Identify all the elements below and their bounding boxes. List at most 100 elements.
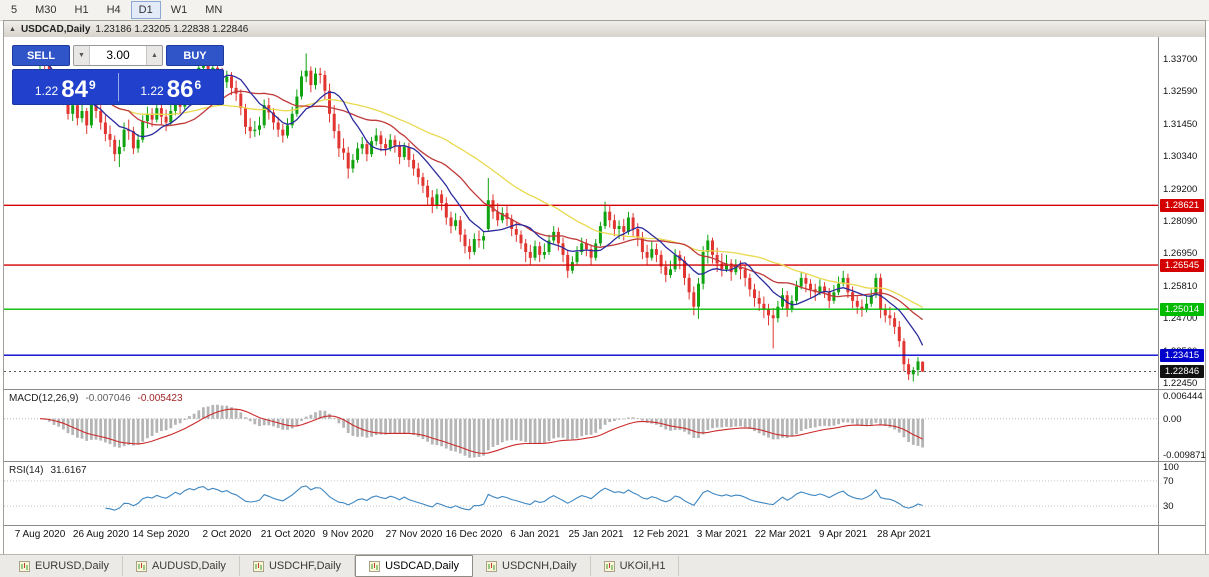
chart-icon bbox=[603, 560, 615, 572]
timeframe-button-mn[interactable]: MN bbox=[197, 1, 230, 19]
timeframe-button-5[interactable]: 5 bbox=[3, 1, 25, 19]
price-axis-label: 1.29200 bbox=[1163, 183, 1198, 195]
chart-tab-label: USDCHF,Daily bbox=[268, 560, 342, 572]
timeframe-button-d1[interactable]: D1 bbox=[130, 1, 161, 19]
chart-window: ▲ USDCAD,Daily 1.23186 1.23205 1.22838 1… bbox=[3, 20, 1206, 555]
buy-price-big: 86 bbox=[166, 76, 194, 103]
macd-value-main: -0.007046 bbox=[85, 393, 131, 404]
pane-separator[interactable] bbox=[4, 525, 1205, 526]
pane-separator[interactable] bbox=[4, 461, 1205, 462]
price-axis-label: 1.26950 bbox=[1163, 248, 1198, 260]
chart-tab-ukoil[interactable]: UKOil,H1 bbox=[591, 556, 680, 576]
date-label: 27 Nov 2020 bbox=[385, 529, 443, 540]
timeframe-button-h1[interactable]: H1 bbox=[67, 1, 97, 19]
rsi-axis-label: 100 bbox=[1163, 462, 1179, 473]
macd-axis-label: -0.009871 bbox=[1163, 450, 1206, 461]
date-label: 3 Mar 2021 bbox=[696, 529, 748, 540]
date-label: 12 Feb 2021 bbox=[632, 529, 690, 540]
macd-pane[interactable] bbox=[4, 390, 1159, 461]
chart-tab-bar: EURUSD,Daily AUDUSD,Daily USDCHF,Daily USDC… bbox=[0, 554, 1209, 577]
chart-tab-label: USDCNH,Daily bbox=[502, 560, 577, 572]
price-axis[interactable]: 1.33700 1.32590 1.31450 1.30340 1.29200 1.280… bbox=[1158, 37, 1206, 554]
one-click-trading-panel: SELL ▼ 3.00 ▲ BUY 1.22 84 9 1.22 86 6 bbox=[12, 45, 224, 105]
date-label: 25 Jan 2021 bbox=[568, 529, 624, 540]
pane-separator[interactable] bbox=[4, 389, 1205, 390]
price-line-tag: 1.22846 bbox=[1160, 365, 1204, 379]
chart-tab-eurusd[interactable]: EURUSD,Daily bbox=[6, 556, 123, 576]
chart-tab-audusd[interactable]: AUDUSD,Daily bbox=[123, 556, 240, 576]
chart-title-bar[interactable]: ▲ USDCAD,Daily 1.23186 1.23205 1.22838 1… bbox=[4, 21, 1205, 38]
macd-axis-label: 0.00 bbox=[1163, 413, 1182, 425]
buy-price-prefix: 1.22 bbox=[140, 84, 164, 98]
chart-icon bbox=[135, 560, 147, 572]
date-label: 28 Apr 2021 bbox=[877, 529, 931, 540]
price-axis-label: 1.28090 bbox=[1163, 215, 1198, 227]
date-label: 2 Oct 2020 bbox=[202, 529, 252, 540]
sell-price-big: 84 bbox=[61, 76, 88, 103]
price-line-tag: 1.28621 bbox=[1160, 198, 1204, 212]
quote-panel: 1.22 84 9 1.22 86 6 bbox=[12, 69, 224, 105]
date-axis[interactable]: 7 Aug 2020 26 Aug 2020 14 Sep 2020 2 Oct 20… bbox=[4, 526, 1159, 544]
chart-tab-label: USDCAD,Daily bbox=[385, 560, 460, 572]
rsi-pane[interactable] bbox=[4, 462, 1159, 525]
price-line-tag: 1.26545 bbox=[1160, 258, 1204, 272]
macd-label: MACD(12,26,9) -0.007046 -0.005423 bbox=[9, 393, 183, 404]
chart-icon bbox=[252, 560, 264, 572]
date-label: 9 Apr 2021 bbox=[818, 529, 868, 540]
chart-title: USDCAD,Daily bbox=[20, 23, 91, 35]
macd-value-signal: -0.005423 bbox=[137, 393, 183, 404]
chart-tab-usdcad[interactable]: USDCAD,Daily bbox=[355, 555, 474, 577]
timeframe-button-m30[interactable]: M30 bbox=[27, 1, 64, 19]
price-axis-label: 1.32590 bbox=[1163, 86, 1198, 98]
sell-button[interactable]: SELL bbox=[12, 45, 70, 66]
date-label: 21 Oct 2020 bbox=[260, 529, 316, 540]
timeframe-toolbar: 5 M30 H1 H4 D1 W1 MN bbox=[0, 0, 1209, 21]
volume-decrement-icon[interactable]: ▼ bbox=[74, 46, 90, 65]
rsi-label: RSI(14) 31.6167 bbox=[9, 465, 87, 476]
rsi-name: RSI(14) bbox=[9, 465, 44, 476]
chart-body: MACD(12,26,9) -0.007046 -0.005423 RSI(14) 3… bbox=[4, 37, 1206, 554]
buy-price-panel[interactable]: 1.22 86 6 bbox=[119, 70, 224, 104]
price-axis-label: 1.25810 bbox=[1163, 281, 1198, 293]
date-label: 16 Dec 2020 bbox=[445, 529, 503, 540]
chart-tab-label: UKOil,H1 bbox=[619, 560, 666, 572]
chart-icon bbox=[486, 560, 498, 572]
sell-price-panel[interactable]: 1.22 84 9 bbox=[13, 70, 118, 104]
chart-tab-usdchf[interactable]: USDCHF,Daily bbox=[240, 556, 356, 576]
price-line-tag: 1.25014 bbox=[1160, 302, 1204, 316]
chart-tab-usdcnh[interactable]: USDCNH,Daily bbox=[473, 556, 591, 576]
rsi-axis-label: 30 bbox=[1163, 501, 1174, 513]
date-label: 9 Nov 2020 bbox=[322, 529, 374, 540]
macd-name: MACD(12,26,9) bbox=[9, 393, 79, 404]
timeframe-button-h4[interactable]: H4 bbox=[99, 1, 129, 19]
price-axis-label: 1.33700 bbox=[1163, 54, 1198, 66]
date-label: 22 Mar 2021 bbox=[754, 529, 812, 540]
macd-axis-label: 0.006444 bbox=[1163, 391, 1203, 402]
price-pane[interactable] bbox=[4, 37, 1159, 389]
volume-input[interactable]: 3.00 bbox=[106, 48, 130, 62]
date-label: 14 Sep 2020 bbox=[132, 529, 190, 540]
date-label: 7 Aug 2020 bbox=[14, 529, 66, 540]
rsi-axis-label: 70 bbox=[1163, 475, 1174, 487]
sell-price-prefix: 1.22 bbox=[34, 84, 59, 98]
buy-button[interactable]: BUY bbox=[166, 45, 224, 66]
price-axis-label: 1.24700 bbox=[1163, 313, 1198, 325]
rsi-value: 31.6167 bbox=[50, 465, 87, 476]
date-label: 26 Aug 2020 bbox=[72, 529, 130, 540]
collapse-icon[interactable]: ▲ bbox=[9, 25, 16, 33]
chart-tab-label: AUDUSD,Daily bbox=[151, 560, 226, 572]
quote-divider bbox=[117, 73, 119, 101]
buy-price-sup: 6 bbox=[194, 78, 202, 92]
chart-ohlc-values: 1.23186 1.23205 1.22838 1.22846 bbox=[95, 23, 249, 35]
chart-icon bbox=[19, 560, 30, 572]
price-line-tag: 1.23415 bbox=[1160, 348, 1204, 362]
price-axis-label: 1.31450 bbox=[1163, 118, 1198, 130]
price-axis-label: 1.30340 bbox=[1163, 150, 1198, 162]
volume-stepper: ▼ 3.00 ▲ bbox=[73, 45, 163, 66]
volume-increment-icon[interactable]: ▲ bbox=[146, 46, 162, 65]
price-axis-label: 1.22450 bbox=[1163, 377, 1198, 389]
chart-icon bbox=[369, 560, 381, 572]
chart-tab-label: EURUSD,Daily bbox=[35, 560, 109, 572]
timeframe-button-w1[interactable]: W1 bbox=[163, 1, 196, 19]
